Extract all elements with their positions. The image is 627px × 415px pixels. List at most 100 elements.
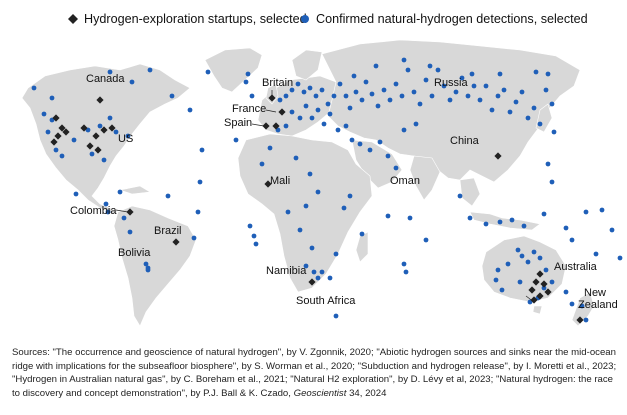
detection-marker — [145, 267, 151, 273]
detection-marker — [401, 57, 407, 63]
detection-marker — [89, 151, 95, 157]
sources-text-end: 34, 2024 — [346, 387, 387, 399]
detection-marker — [325, 101, 331, 107]
detection-marker — [101, 157, 107, 163]
detection-marker — [333, 251, 339, 257]
detection-marker — [393, 165, 399, 171]
detection-marker — [253, 241, 259, 247]
detection-marker — [249, 93, 255, 99]
detection-marker — [335, 127, 341, 133]
arabia — [351, 139, 403, 189]
sources-journal: Geoscientist — [293, 387, 347, 399]
detection-marker — [551, 129, 557, 135]
detection-marker — [477, 97, 483, 103]
detection-marker — [327, 111, 333, 117]
detection-marker — [147, 67, 153, 73]
detection-marker — [315, 189, 321, 195]
label-namibia: Namibia — [266, 265, 307, 277]
startup-markers — [50, 94, 584, 324]
detection-marker — [545, 161, 551, 167]
startup-marker — [108, 124, 116, 132]
detection-marker — [583, 317, 589, 323]
detection-marker — [519, 253, 525, 259]
dot-icon — [301, 15, 309, 23]
tasmania — [532, 305, 543, 315]
label-new-zealand-line1: New — [584, 287, 606, 299]
detection-marker — [283, 123, 289, 129]
detection-marker — [527, 299, 533, 305]
label-colombia: Colombia — [70, 205, 117, 217]
detection-marker — [521, 223, 527, 229]
detection-marker — [205, 69, 211, 75]
leader-france — [265, 109, 277, 113]
legend-startups-label: Hydrogen-exploration startups, selected — [84, 12, 307, 26]
detection-marker — [315, 275, 321, 281]
detection-marker — [495, 93, 501, 99]
detection-marker — [351, 73, 357, 79]
startup-marker — [52, 114, 60, 122]
detection-marker — [347, 193, 353, 199]
startup-marker — [494, 152, 502, 160]
detection-marker — [107, 69, 113, 75]
detection-marker — [31, 85, 37, 91]
leader-lines — [115, 90, 535, 303]
detection-marker — [369, 91, 375, 97]
detection-marker — [247, 223, 253, 229]
detection-marker — [311, 269, 317, 275]
detection-marker — [497, 71, 503, 77]
startup-marker — [86, 142, 94, 150]
detection-marker — [113, 129, 119, 135]
detection-marker — [359, 97, 365, 103]
startup-marker — [576, 316, 584, 324]
detection-marker — [309, 245, 315, 251]
detection-marker — [307, 85, 313, 91]
legend-detections: Confirmed natural-hydrogen detections, s… — [300, 10, 588, 28]
detection-marker — [515, 247, 521, 253]
detection-marker — [187, 107, 193, 113]
detection-marker — [617, 255, 623, 261]
label-australia: Australia — [554, 261, 598, 273]
detection-marker — [427, 63, 433, 69]
detection-marker — [533, 69, 539, 75]
africa — [237, 133, 373, 293]
detection-marker — [303, 263, 309, 269]
diamond-icon — [68, 14, 78, 24]
detection-marker — [45, 129, 51, 135]
detection-marker — [563, 225, 569, 231]
detection-marker — [319, 87, 325, 93]
detection-marker — [531, 105, 537, 111]
detection-marker — [549, 179, 555, 185]
detection-marker — [499, 287, 505, 293]
detection-marker — [413, 121, 419, 127]
detection-marker — [525, 259, 531, 265]
detection-marker — [129, 79, 135, 85]
indonesia — [469, 211, 541, 231]
label-russia: Russia — [434, 77, 469, 89]
detection-marker — [489, 107, 495, 113]
north-america — [21, 63, 191, 215]
label-bolivia: Bolivia — [118, 247, 151, 259]
detection-marker — [493, 277, 499, 283]
detection-marker — [353, 89, 359, 95]
detection-marker — [429, 93, 435, 99]
detection-marker — [563, 289, 569, 295]
detection-marker — [467, 215, 473, 221]
label-spain: Spain — [224, 117, 252, 129]
label-south-africa: South Africa — [296, 295, 356, 307]
detection-marker — [469, 71, 475, 77]
startup-marker — [96, 96, 104, 104]
detection-marker — [377, 139, 383, 145]
detection-marker — [53, 147, 59, 153]
startup-marker — [80, 124, 88, 132]
leader-spain — [251, 123, 265, 127]
detection-marker — [541, 211, 547, 217]
detection-marker — [411, 89, 417, 95]
detection-marker — [497, 219, 503, 225]
detection-marker — [537, 255, 543, 261]
label-brazil: Brazil — [154, 225, 182, 237]
detection-marker — [117, 189, 123, 195]
detection-marker — [483, 83, 489, 89]
detection-marker — [49, 95, 55, 101]
greenland — [204, 47, 263, 93]
detection-marker — [297, 115, 303, 121]
